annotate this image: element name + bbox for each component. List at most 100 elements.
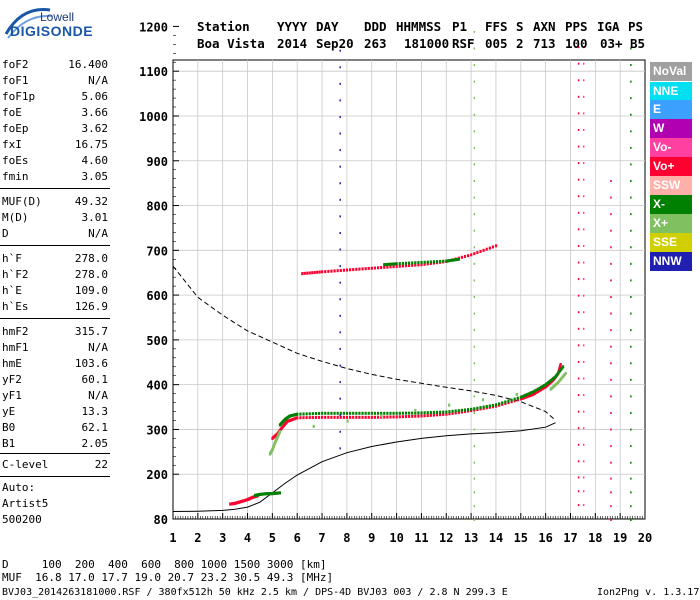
echo-point [345,268,349,272]
echo-point [408,264,411,268]
noise-point [577,62,580,65]
noise-point [630,64,632,67]
noise-point [582,377,585,380]
noise-point [577,228,580,231]
noise-point [630,395,632,398]
noise-point [577,504,580,507]
noise-point [339,281,341,284]
echo-point [538,389,541,393]
echo-point [414,263,417,267]
echo-point [361,267,364,271]
noise-point [473,312,476,315]
noise-point [473,395,476,398]
echo-point [380,266,383,270]
echo-point [278,491,282,495]
echo-point [383,265,386,269]
echo-point [367,411,370,415]
param-name: fmin [2,170,29,183]
x-tick-label: 17 [563,531,577,545]
header-label-ddd: DDD [364,19,387,34]
noise-point [473,461,476,464]
echo-point [384,263,387,267]
echo-point [527,394,530,398]
noise-point [582,211,585,214]
echo-point [330,411,333,415]
noise-point [339,82,341,85]
echo-point [333,269,336,273]
echo-point [389,265,392,269]
footer-muf-row: MUF 16.8 17.0 17.7 19.0 20.7 23.2 30.5 4… [2,571,334,584]
echo-point [292,417,295,421]
noise-point [582,504,585,507]
y-tick-label: 200 [146,468,168,482]
y-tick-label: 800 [146,200,168,214]
param-value: N/A [88,341,108,354]
param-name: foEp [2,122,29,135]
echo-point [417,263,420,267]
echo-point [526,393,529,397]
echo-point [460,255,463,259]
echo-point [420,411,423,415]
legend-item-noval: NoVal [650,62,692,81]
echo-point [420,414,423,418]
echo-point [521,396,524,400]
echo-point [549,379,552,383]
noise-point [473,491,476,494]
echo-point [515,392,518,396]
noise-point [582,443,585,446]
param-divider [0,476,110,477]
noise-point [339,182,341,185]
echo-point [342,411,345,415]
noise-point [339,331,341,334]
echo-point [519,395,522,399]
echo-point [333,411,336,415]
echo-point [395,264,398,268]
echo-point [345,415,349,419]
noise-point [577,410,580,413]
param-name: yF1 [2,389,22,402]
noise-point [473,196,476,199]
echo-point [439,410,442,414]
legend-item-vo-minus: Vo- [650,138,692,157]
echo-point [411,411,414,415]
echo-point [453,258,456,262]
noise-point [577,195,580,198]
echo-point [305,416,308,420]
noise-point [582,128,585,131]
echo-point [408,414,411,418]
param-row-d: D N/A [2,227,108,243]
param-row-fof1p: foF1p 5.06 [2,90,108,106]
header-label-ps: PS [628,19,644,34]
echo-point [317,411,321,415]
echo-point [530,393,533,397]
echo-point [390,262,394,266]
header-label-iga: IGA [597,19,620,34]
noise-point [577,427,580,430]
param-row-hf2: h`F2 278.0 [2,268,108,284]
noise-point [610,345,612,348]
noise-point [339,231,341,234]
echo-point [442,410,445,414]
echo-point [398,411,401,415]
noise-point [577,162,580,165]
noise-point [473,329,476,332]
noise-point [610,461,612,464]
noise-point [473,130,476,133]
echo-point [429,261,432,265]
noise-point [473,180,476,183]
echo-point [302,416,305,420]
noise-point [339,397,341,400]
echo-point [544,383,547,387]
noise-point [577,394,580,397]
echo-point [376,411,380,415]
echo-point [529,391,532,395]
echo-point [339,411,342,415]
param-row-b1: B1 2.05 [2,437,108,453]
echo-point [352,415,355,419]
noise-point [610,180,612,183]
param-name: hmE [2,357,22,370]
echo-point [476,406,479,410]
echo-point [504,401,507,405]
noise-point [610,262,612,265]
echo-point [321,411,324,415]
